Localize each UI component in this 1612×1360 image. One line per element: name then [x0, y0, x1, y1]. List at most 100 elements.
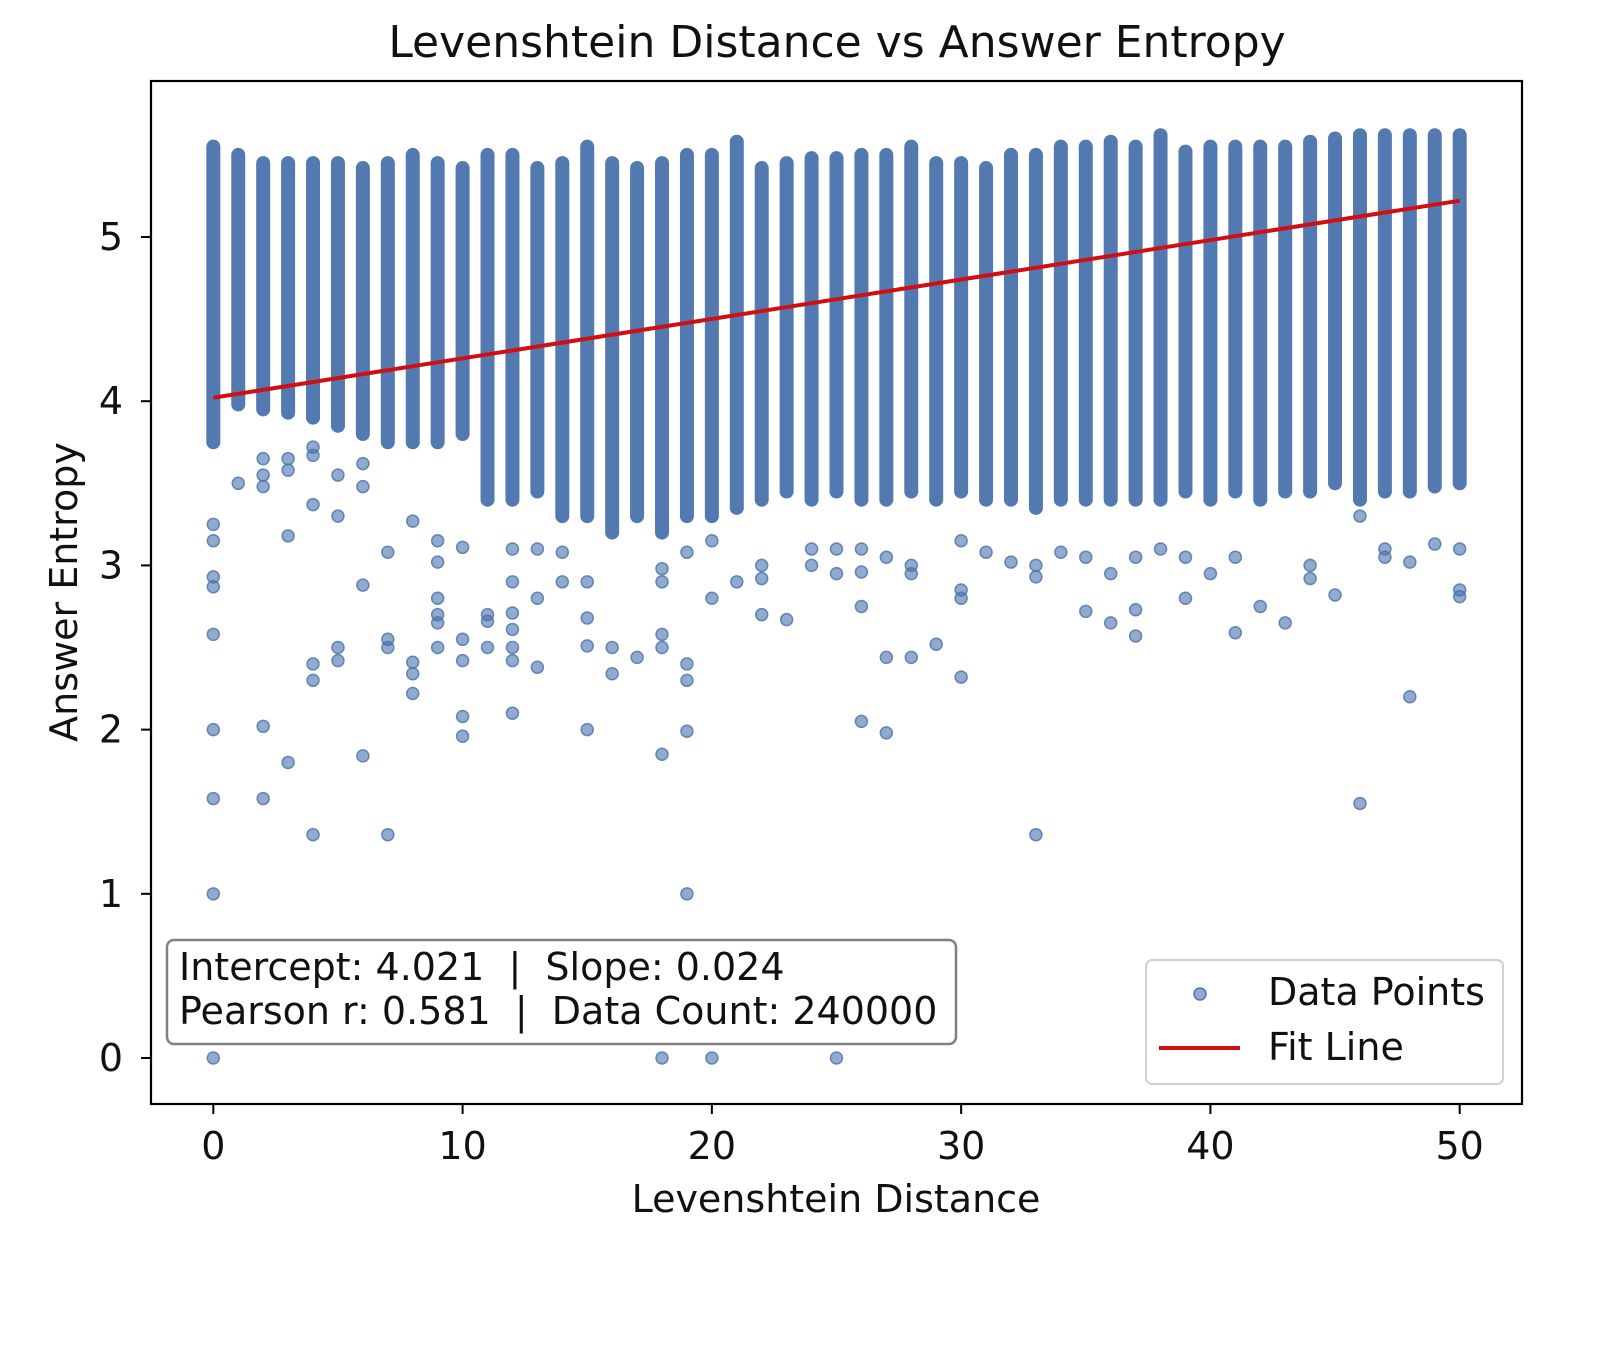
data-column-x34	[1053, 139, 1068, 507]
data-column-x38	[1153, 128, 1168, 507]
data-point	[1128, 550, 1143, 564]
data-point	[256, 791, 270, 806]
data-column-x47	[1377, 128, 1392, 499]
data-point	[1079, 550, 1093, 564]
x-axis-ticks: 0 10 20 30 40 50	[201, 1104, 1484, 1168]
data-point	[879, 726, 894, 740]
data-column-x7	[380, 156, 395, 450]
data-point	[1403, 555, 1417, 569]
data-column-x46	[1352, 128, 1367, 507]
data-column-x36	[1103, 134, 1118, 507]
data-point	[530, 660, 545, 674]
data-point	[430, 534, 445, 548]
x-tick-label: 30	[937, 1124, 985, 1168]
data-point	[680, 724, 694, 739]
data-column-x25	[829, 151, 844, 499]
data-point	[580, 722, 594, 737]
data-column-x50	[1452, 128, 1467, 491]
data-point	[804, 558, 819, 573]
data-point	[580, 575, 594, 589]
data-column-x22	[754, 161, 769, 507]
data-point	[1004, 555, 1018, 569]
data-point	[954, 591, 968, 605]
data-point	[1228, 550, 1243, 564]
data-point	[455, 540, 470, 555]
data-point	[655, 640, 669, 655]
data-column-x48	[1402, 128, 1417, 499]
data-column-x14	[555, 156, 570, 524]
y-tick-label: 0	[99, 1036, 123, 1080]
fit-line	[213, 198, 1460, 400]
data-point	[904, 650, 919, 665]
data-point	[680, 657, 694, 671]
data-point	[680, 545, 694, 560]
data-point	[206, 1051, 221, 1065]
data-point	[480, 614, 495, 628]
plot-area-frame	[149, 79, 1524, 1106]
data-point	[954, 670, 968, 684]
data-point	[829, 566, 844, 581]
legend-data-points-marker	[1193, 987, 1207, 1001]
data-point	[505, 653, 520, 668]
data-point	[1303, 558, 1317, 573]
data-column-x16	[605, 156, 620, 540]
data-point	[281, 451, 295, 466]
data-point	[1452, 589, 1467, 604]
data-point	[331, 468, 345, 482]
data-point	[1103, 616, 1118, 630]
data-column-x1	[231, 147, 246, 412]
data-point	[256, 451, 270, 466]
data-point	[405, 667, 420, 681]
data-column-x5	[330, 156, 345, 433]
data-point	[829, 1051, 844, 1065]
x-tick-label: 50	[1436, 1124, 1484, 1168]
data-column-x12	[505, 147, 520, 507]
data-point	[1153, 542, 1168, 556]
data-point	[1029, 570, 1043, 584]
data-point	[754, 607, 769, 622]
data-column-x2	[256, 156, 271, 417]
data-point	[829, 542, 844, 556]
data-point	[480, 640, 495, 655]
legend-fit-line-label: Fit Line	[1268, 1025, 1404, 1069]
stats-annotation-line1: Intercept: 4.021 | Slope: 0.024	[179, 945, 785, 990]
data-point	[1253, 599, 1268, 614]
data-column-x17	[630, 161, 645, 524]
data-point	[206, 627, 221, 642]
data-point	[680, 673, 694, 688]
data-point	[804, 542, 819, 556]
data-column-x37	[1128, 139, 1143, 507]
data-column-x18	[655, 156, 670, 540]
data-point	[206, 887, 221, 901]
y-axis-ticks: 0 1 2 3 4 5	[99, 215, 151, 1080]
data-point	[1278, 616, 1292, 630]
data-point	[356, 749, 370, 763]
data-column-x32	[1003, 147, 1018, 507]
data-column-x24	[804, 151, 819, 507]
data-column-x40	[1203, 139, 1218, 507]
data-column-x26	[854, 147, 869, 507]
data-point	[455, 653, 470, 668]
data-point	[1452, 542, 1467, 556]
data-point	[356, 479, 370, 494]
data-point	[680, 887, 694, 901]
data-point	[381, 545, 395, 560]
data-point	[306, 657, 320, 671]
data-point	[281, 755, 295, 770]
data-point	[281, 463, 295, 477]
data-point	[1228, 625, 1243, 640]
data-point	[331, 653, 345, 668]
data-point	[1403, 690, 1417, 704]
x-tick-label: 0	[201, 1124, 225, 1168]
data-column-x41	[1228, 139, 1243, 499]
data-point	[879, 550, 894, 564]
data-column-x33	[1028, 147, 1043, 515]
data-column-x6	[355, 161, 370, 442]
data-point	[455, 729, 470, 743]
data-point	[331, 640, 345, 655]
x-tick-label: 20	[688, 1124, 736, 1168]
data-point	[1128, 602, 1143, 617]
data-point	[1054, 545, 1068, 560]
data-column-x43	[1278, 139, 1293, 499]
y-tick-label: 2	[99, 708, 123, 752]
